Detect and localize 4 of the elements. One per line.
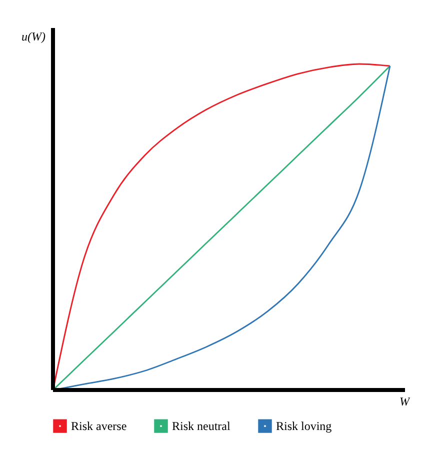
legend-label: Risk loving: [276, 419, 332, 434]
legend-label: Risk neutral: [172, 419, 231, 434]
y-axis-title: u(W): [22, 30, 46, 44]
legend-label: Risk averse: [71, 419, 127, 434]
